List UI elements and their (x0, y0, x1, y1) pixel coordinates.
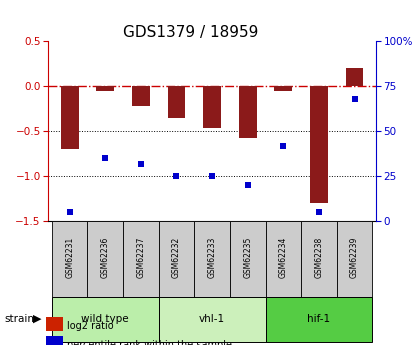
Text: GSM62232: GSM62232 (172, 237, 181, 278)
Text: GSM62238: GSM62238 (315, 237, 323, 278)
Bar (239, 87, 257, 138)
Text: GSM62239: GSM62239 (350, 237, 359, 278)
Point (137, 161, 144, 167)
Text: hif-1: hif-1 (307, 314, 331, 324)
Bar (265, 296, 373, 342)
Point (173, 174, 180, 179)
Bar (274, 87, 292, 91)
Text: strain: strain (4, 314, 34, 324)
Text: ▶: ▶ (33, 314, 41, 324)
Point (280, 143, 287, 149)
Point (209, 174, 215, 179)
Bar (346, 68, 363, 87)
Text: log2 ratio: log2 ratio (67, 321, 114, 331)
Bar (301, 221, 337, 296)
Bar (203, 87, 221, 128)
Bar (230, 221, 265, 296)
Point (351, 96, 358, 102)
Point (244, 183, 251, 188)
Bar (159, 221, 194, 296)
Text: GDS1379 / 18959: GDS1379 / 18959 (123, 25, 259, 40)
Bar (52, 221, 87, 296)
Bar (132, 87, 150, 106)
Text: GSM62236: GSM62236 (101, 237, 110, 278)
Point (315, 210, 322, 215)
Text: GSM62231: GSM62231 (65, 237, 74, 278)
Bar (87, 221, 123, 296)
Bar (52, 296, 159, 342)
Bar (265, 221, 301, 296)
Text: GSM62237: GSM62237 (136, 237, 145, 278)
Point (102, 156, 109, 161)
Bar (123, 221, 159, 296)
Bar (96, 87, 114, 91)
Text: GSM62233: GSM62233 (207, 237, 217, 278)
Bar (168, 87, 185, 118)
Text: percentile rank within the sample: percentile rank within the sample (67, 340, 232, 345)
Bar (61, 87, 79, 149)
Point (66, 210, 73, 215)
Text: GSM62234: GSM62234 (279, 237, 288, 278)
Bar (337, 221, 373, 296)
Text: vhl-1: vhl-1 (199, 314, 225, 324)
Text: GSM62235: GSM62235 (243, 237, 252, 278)
Bar (194, 221, 230, 296)
Text: wild type: wild type (81, 314, 129, 324)
Bar (310, 87, 328, 204)
Bar (159, 296, 265, 342)
